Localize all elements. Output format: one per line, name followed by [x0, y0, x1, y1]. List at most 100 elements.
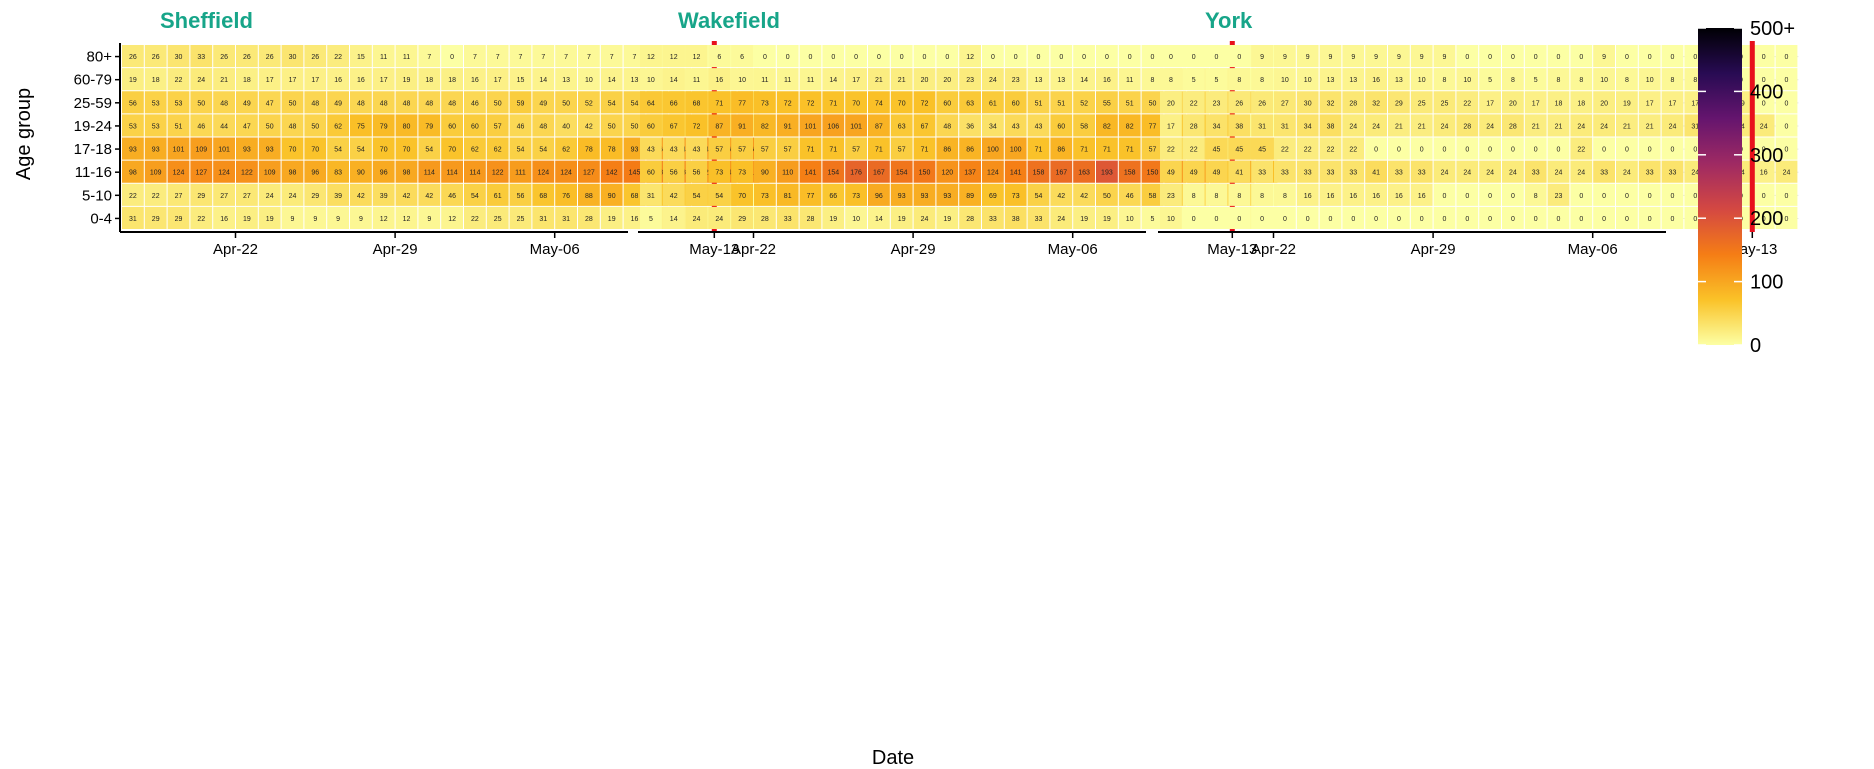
- cell-label: 8: [1625, 77, 1629, 84]
- heatmap-cell: [1593, 206, 1615, 229]
- heatmap-cell: [509, 68, 532, 91]
- cell-label: 16: [220, 216, 228, 223]
- cell-label: 68: [539, 193, 547, 200]
- cell-label: 48: [311, 100, 319, 107]
- cell-label: 43: [670, 147, 678, 154]
- cell-label: 42: [425, 193, 433, 200]
- heatmap-cell: [1616, 68, 1638, 91]
- cell-label: 71: [1126, 147, 1134, 154]
- heatmap-cell: [441, 137, 463, 160]
- heatmap-cell: [685, 183, 708, 206]
- cell-label: 31: [647, 193, 655, 200]
- heatmap-cell: [890, 206, 913, 229]
- cell-label: 96: [311, 170, 319, 177]
- cell-label: 22: [1167, 147, 1175, 154]
- heatmap-cell: [1050, 68, 1073, 91]
- cell-label: 62: [471, 147, 479, 154]
- heatmap-cell: [395, 206, 418, 229]
- cell-label: 22: [1281, 147, 1289, 154]
- heatmap-cell: [662, 137, 685, 160]
- heatmap-cell: [936, 137, 959, 160]
- cell-label: 57: [715, 147, 723, 154]
- cell-label: 101: [173, 147, 185, 154]
- heatmap-cell: [982, 45, 1004, 68]
- heatmap-cell: [1593, 160, 1615, 183]
- cell-label: 109: [264, 170, 276, 177]
- cell-label: 71: [715, 100, 723, 107]
- cell-label: 54: [334, 147, 342, 154]
- cell-label: 0: [1014, 54, 1018, 61]
- heatmap-cell: [1073, 45, 1095, 68]
- cell-label: 0: [1693, 193, 1697, 200]
- heatmap-cell: [708, 160, 731, 183]
- x-tick-label: May-06: [1568, 241, 1618, 258]
- heatmap-cell: [1456, 183, 1479, 206]
- heatmap-cell: [936, 45, 959, 68]
- y-tick-label: 0-4: [90, 210, 112, 227]
- cell-label: 7: [564, 54, 568, 61]
- heatmap-cell: [1073, 137, 1095, 160]
- heatmap-cell: [1251, 160, 1273, 183]
- cell-label: 31: [129, 216, 137, 223]
- cell-label: 19: [129, 77, 137, 84]
- cell-label: 86: [1057, 147, 1065, 154]
- cell-label: 163: [1078, 170, 1090, 177]
- heatmap-cell: [708, 114, 731, 137]
- heatmap-cell: [213, 183, 235, 206]
- cell-label: 93: [921, 193, 929, 200]
- cell-label: 23: [1213, 100, 1221, 107]
- cell-label: 11: [784, 77, 791, 84]
- cell-label: 22: [152, 193, 160, 200]
- cell-label: 68: [693, 100, 701, 107]
- heatmap-cell: [350, 114, 372, 137]
- heatmap-cell: [1319, 183, 1342, 206]
- x-tick-label: May-13: [1207, 241, 1257, 258]
- cell-label: 7: [633, 54, 637, 61]
- cell-label: 69: [989, 193, 997, 200]
- heatmap-cell: [776, 45, 799, 68]
- heatmap-cell: [1050, 183, 1073, 206]
- heatmap-cell: [1593, 137, 1615, 160]
- heatmap-cell: [281, 114, 304, 137]
- cell-label: 0: [1105, 54, 1109, 61]
- heatmap-cell: [1410, 91, 1433, 114]
- cell-label: 0: [1671, 147, 1675, 154]
- heatmap-cell: [913, 68, 936, 91]
- cell-label: 71: [875, 147, 883, 154]
- cell-label: 33: [784, 216, 792, 223]
- heatmap-cell: [822, 137, 845, 160]
- cell-label: 22: [197, 216, 205, 223]
- panel-title: Sheffield: [160, 8, 253, 33]
- heatmap-cell: [190, 91, 213, 114]
- heatmap-cell: [1775, 183, 1798, 206]
- heatmap-cell: [372, 91, 395, 114]
- heatmap-cell: [640, 160, 662, 183]
- cell-label: 33: [1349, 170, 1357, 177]
- heatmap-cell: [509, 160, 532, 183]
- cell-label: 50: [289, 100, 297, 107]
- heatmap-cell: [1433, 206, 1456, 229]
- heatmap-cell: [822, 68, 845, 91]
- heatmap-cell: [1524, 45, 1547, 68]
- heatmap-cell: [662, 91, 685, 114]
- heatmap-cell: [1228, 91, 1251, 114]
- heatmap-cell: [662, 68, 685, 91]
- heatmap-cell: [1160, 45, 1182, 68]
- heatmap-cell: [662, 206, 685, 229]
- cell-label: 36: [966, 123, 974, 130]
- cell-label: 24: [1441, 123, 1449, 130]
- heatmap-cell: [1228, 160, 1251, 183]
- heatmap-cell: [1228, 45, 1251, 68]
- cell-label: 16: [715, 77, 723, 84]
- cell-label: 10: [1646, 77, 1654, 84]
- heatmap-cell: [845, 206, 867, 229]
- cell-label: 24: [1600, 123, 1608, 130]
- heatmap-cell: [1073, 183, 1095, 206]
- heatmap-cell: [1182, 206, 1205, 229]
- heatmap-cell: [959, 91, 981, 114]
- heatmap-cell: [1205, 137, 1228, 160]
- heatmap-cell: [1433, 45, 1456, 68]
- cell-label: 96: [875, 193, 883, 200]
- heatmap-cell: [372, 45, 395, 68]
